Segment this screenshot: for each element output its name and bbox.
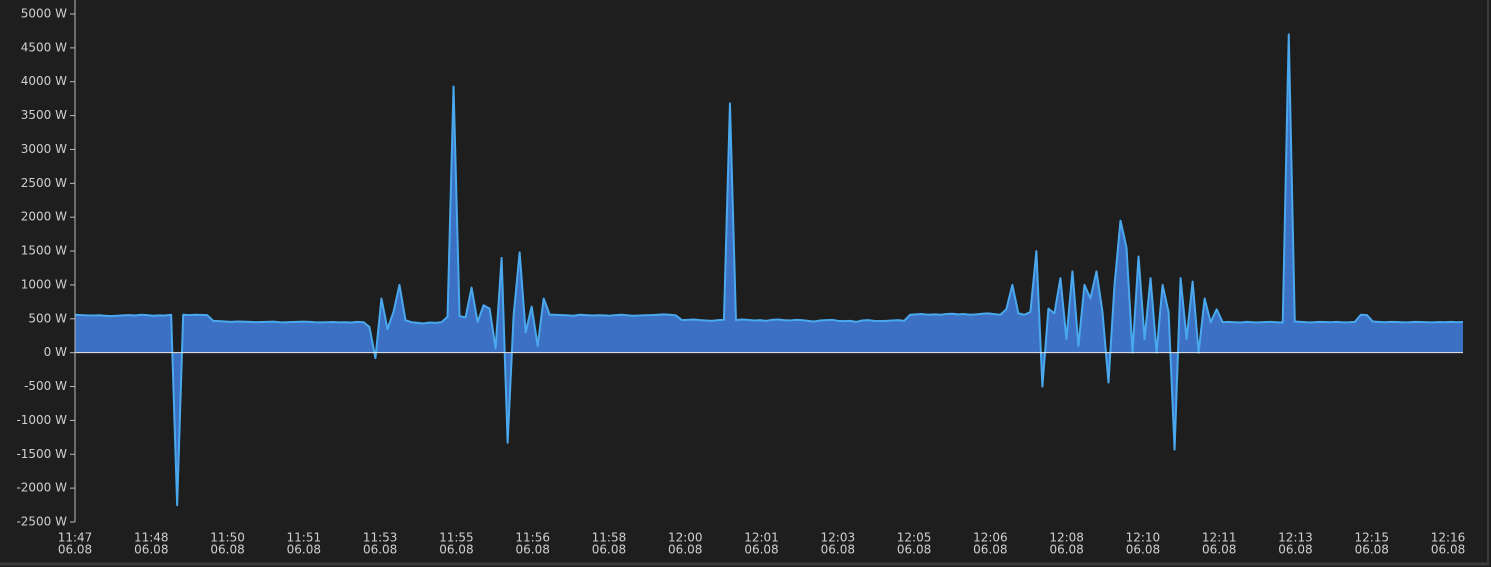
y-tick-label: 3000 W	[21, 142, 67, 156]
y-tick-label: 1500 W	[21, 244, 67, 258]
y-tick-label: 500 W	[28, 311, 67, 325]
x-tick-date: 06.08	[897, 543, 931, 557]
x-tick-date: 06.08	[1355, 543, 1389, 557]
x-tick-date: 06.08	[58, 543, 92, 557]
x-tick-time: 12:16	[1431, 531, 1466, 545]
x-tick-time: 11:55	[439, 531, 474, 545]
y-tick-label: 2500 W	[21, 176, 67, 190]
x-tick-date: 06.08	[363, 543, 397, 557]
x-tick-time: 12:15	[1354, 531, 1389, 545]
x-tick-time: 11:56	[515, 531, 550, 545]
x-tick-time: 12:11	[1202, 531, 1237, 545]
x-tick-date: 06.08	[516, 543, 550, 557]
area-line	[74, 33, 1464, 507]
y-tick-label: -500 W	[24, 379, 67, 393]
x-tick-date: 06.08	[1278, 543, 1312, 557]
x-tick-date: 06.08	[287, 543, 321, 557]
y-tick-label: 4000 W	[21, 74, 67, 88]
x-tick-time: 12:01	[744, 531, 779, 545]
x-tick-date: 06.08	[439, 543, 473, 557]
x-tick-time: 11:48	[134, 531, 169, 545]
x-tick-time: 12:00	[668, 531, 703, 545]
y-tick-label: 2000 W	[21, 210, 67, 224]
y-tick-label: 5000 W	[21, 7, 67, 21]
y-tick-label: 1000 W	[21, 277, 67, 291]
x-tick-time: 12:08	[1049, 531, 1084, 545]
x-tick-time: 11:50	[210, 531, 245, 545]
x-tick-date: 06.08	[1202, 543, 1236, 557]
x-tick-date: 06.08	[1126, 543, 1160, 557]
y-tick-label: 4500 W	[21, 40, 67, 54]
y-tick-label: -2000 W	[16, 481, 67, 495]
y-tick-label: 3500 W	[21, 108, 67, 122]
x-tick-time: 12:10	[1126, 531, 1161, 545]
x-tick-date: 06.08	[1431, 543, 1465, 557]
x-tick-time: 12:03	[821, 531, 856, 545]
y-tick-label: 0 W	[44, 345, 67, 359]
x-tick-time: 11:53	[363, 531, 398, 545]
x-tick-time: 12:06	[973, 531, 1008, 545]
y-tick-label: -1000 W	[16, 413, 67, 427]
x-tick-date: 06.08	[821, 543, 855, 557]
area-fill	[75, 34, 1463, 506]
x-tick-time: 11:51	[287, 531, 322, 545]
x-tick-date: 06.08	[744, 543, 778, 557]
y-tick-label: -2500 W	[16, 515, 67, 529]
x-tick-time: 12:13	[1278, 531, 1313, 545]
y-tick-label: -1500 W	[16, 447, 67, 461]
x-tick-time: 11:47	[58, 531, 93, 545]
x-tick-date: 06.08	[134, 543, 168, 557]
x-tick-date: 06.08	[210, 543, 244, 557]
x-tick-time: 11:58	[592, 531, 627, 545]
x-tick-date: 06.08	[973, 543, 1007, 557]
x-tick-date: 06.08	[592, 543, 626, 557]
x-tick-date: 06.08	[1049, 543, 1083, 557]
x-tick-time: 12:05	[897, 531, 932, 545]
x-tick-date: 06.08	[668, 543, 702, 557]
